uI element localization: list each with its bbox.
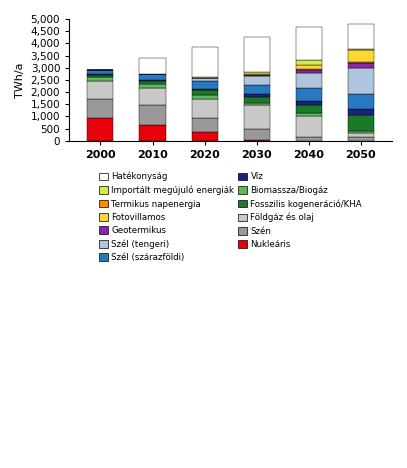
Bar	[140, 88, 166, 105]
Bar	[192, 90, 218, 95]
Bar	[88, 77, 114, 81]
Bar	[348, 62, 374, 63]
Bar	[88, 70, 114, 74]
Bar	[244, 97, 270, 103]
Bar	[192, 95, 218, 100]
Bar	[192, 100, 218, 118]
Bar	[348, 68, 374, 95]
Bar	[348, 49, 374, 50]
Bar	[295, 88, 322, 101]
Bar	[244, 75, 270, 76]
Bar	[140, 105, 166, 125]
Bar	[244, 103, 270, 105]
Bar	[192, 132, 218, 141]
Bar	[140, 58, 166, 74]
Legend: Hatékonyság, Importált megújuló energiák, Termikus napenergia, Fotovillamos, Geo: Hatékonyság, Importált megújuló energiák…	[96, 169, 365, 265]
Bar	[295, 65, 322, 69]
Bar	[88, 74, 114, 75]
Bar	[192, 118, 218, 132]
Bar	[295, 105, 322, 113]
Bar	[88, 75, 114, 77]
Bar	[295, 70, 322, 73]
Bar	[192, 80, 218, 89]
Bar	[244, 73, 270, 75]
Bar	[348, 131, 374, 133]
Bar	[192, 78, 218, 80]
Bar	[348, 137, 374, 141]
Bar	[295, 27, 322, 59]
Bar	[295, 101, 322, 105]
Bar	[192, 47, 218, 77]
Bar	[295, 59, 322, 65]
Bar	[192, 89, 218, 90]
Bar	[244, 37, 270, 73]
Bar	[140, 80, 166, 81]
Bar	[295, 137, 322, 141]
Bar	[348, 109, 374, 115]
Bar	[295, 113, 322, 117]
Bar	[88, 99, 114, 117]
Bar	[244, 129, 270, 139]
Bar	[88, 81, 114, 99]
Bar	[244, 76, 270, 85]
Bar	[295, 117, 322, 137]
Bar	[244, 85, 270, 95]
Bar	[244, 95, 270, 97]
Bar	[348, 23, 374, 49]
Bar	[244, 139, 270, 141]
Bar	[348, 133, 374, 137]
Y-axis label: TWh/a: TWh/a	[15, 62, 25, 98]
Bar	[295, 73, 322, 88]
Bar	[88, 117, 114, 141]
Bar	[140, 84, 166, 88]
Bar	[140, 81, 166, 84]
Bar	[348, 95, 374, 109]
Bar	[140, 74, 166, 80]
Bar	[348, 50, 374, 62]
Bar	[348, 115, 374, 131]
Bar	[140, 125, 166, 141]
Bar	[244, 105, 270, 129]
Bar	[295, 69, 322, 70]
Bar	[348, 63, 374, 68]
